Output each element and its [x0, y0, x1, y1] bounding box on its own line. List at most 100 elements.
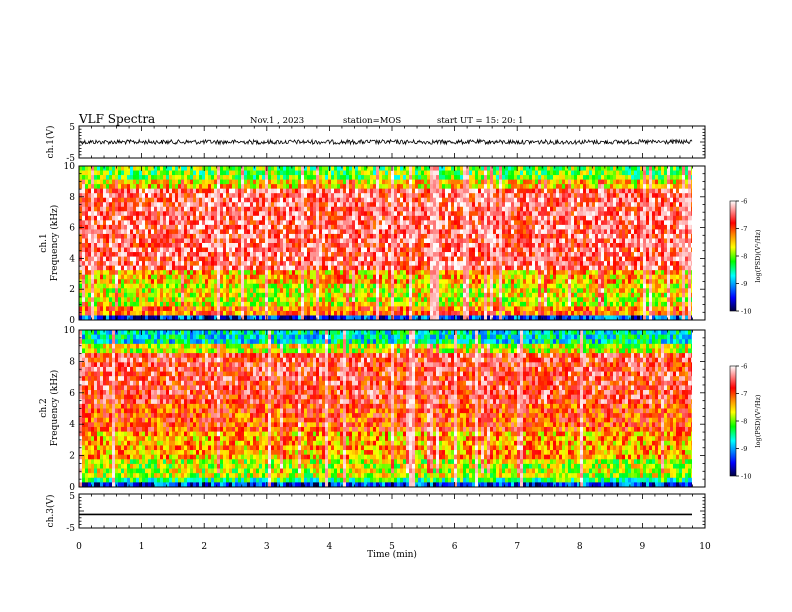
ch1-spec-cell-4337	[460, 252, 463, 257]
ch1-spec-cell-4746	[496, 256, 499, 262]
ch1-spec-cell-1139	[178, 243, 181, 248]
ch1-spec-cell-4756	[496, 301, 499, 307]
ch1-spec-cell-4266	[454, 238, 457, 244]
ch1-spec-cell-2651	[310, 315, 313, 320]
ch1-spec-cell-3882	[421, 193, 424, 199]
ch1-spec-cell-185	[94, 233, 97, 239]
ch1-spec-cell-4045	[433, 315, 436, 320]
ch1-spec-cell-4601	[484, 215, 487, 221]
ch1-spec-cell-266	[100, 292, 103, 298]
ch1-spec-cell-3949	[427, 188, 430, 194]
ch1-spec-cell-4480	[472, 283, 475, 289]
ch1-spec-cell-1368	[199, 202, 202, 208]
ch1-spec-cell-3804	[412, 301, 415, 307]
ch1-spec-cell-2608	[307, 274, 310, 280]
ch1-spec-cell-3231	[364, 170, 367, 176]
ch1-spec-cell-2660	[313, 202, 316, 208]
ch1-spec-cell-1946	[250, 202, 253, 208]
ch1-spec-cell-1188	[181, 310, 184, 316]
ch1-spec-cell-3817	[415, 206, 418, 212]
ch1-spec-cell-4217	[451, 170, 454, 176]
ch1-spec-cell-197	[94, 288, 97, 294]
ch1-spec-cell-2637	[310, 252, 313, 257]
ch1-spec-cell-4404	[466, 247, 469, 253]
ch1-spec-cell-4156	[445, 202, 448, 208]
ch1-spec-cell-133	[88, 306, 91, 312]
ch1-spec-cell-218	[97, 229, 100, 235]
ch1-spec-cell-123	[88, 261, 91, 267]
ch1-spec-cell-1255	[187, 306, 190, 312]
ch1-spec-cell-871	[154, 261, 157, 267]
ch1-spec-cell-2714	[316, 292, 319, 298]
ch1-spec-cell-4665	[490, 197, 493, 203]
ch1-spec-cell-504	[121, 292, 124, 298]
ch1-spec-cell-3109	[352, 233, 355, 239]
ch1-spec-cell-3532	[388, 301, 391, 307]
ch1-spec-cell-128	[88, 283, 91, 289]
ch1-spec-cell-4546	[478, 274, 481, 280]
ch1-spec-cell-2275	[277, 306, 280, 312]
ch1-spec-cell-4710	[493, 247, 496, 253]
ch1-spec-cell-3	[79, 179, 82, 185]
ch1-spec-cell-3941	[424, 306, 427, 312]
ch1-spec-cell-1035	[169, 233, 172, 239]
ch1-spec-cell-802	[148, 256, 151, 262]
ch1-spec-cell-4808	[502, 229, 505, 235]
ch1-spec-cell-3652	[400, 229, 403, 235]
ch1-spec-cell-521	[124, 215, 127, 221]
ch1-spec-cell-3133	[355, 188, 358, 194]
ch1-spec-cell-4000	[430, 265, 433, 271]
ch1-spec-cell-4030	[433, 247, 436, 253]
ch1-spec-cell-2337	[283, 279, 286, 285]
ch1-spec-cell-4845	[505, 243, 508, 248]
ch1-spec-cell-2049	[259, 206, 262, 212]
ch1-spec-cell-796	[148, 229, 151, 235]
ch1-spec-cell-395	[112, 261, 115, 267]
ch1-spec-cell-3826	[415, 247, 418, 253]
ch1-spec-cell-781	[145, 315, 148, 320]
ch1-spec-cell-4274	[454, 274, 457, 280]
ch1-spec-cell-3286	[367, 265, 370, 271]
ch1-spec-cell-107	[88, 188, 91, 194]
ch1-spec-cell-771	[145, 270, 148, 276]
ch1-spec-cell-1753	[232, 252, 235, 257]
ch1-spec-cell-452	[118, 211, 121, 217]
ch1-spec-cell-490	[121, 229, 124, 235]
ch1-spec-cell-586	[130, 202, 133, 208]
ch1-spec-cell-1117	[175, 297, 178, 303]
ch1-spec-cell-3204	[361, 202, 364, 208]
ch1-spec-cell-2887	[331, 306, 334, 312]
ch1-spec-cell-3866	[418, 274, 421, 280]
ch1-spec-cell-3364	[373, 310, 376, 316]
ch1-spec-cell-1322	[193, 301, 196, 307]
ch1-spec-cell-503	[121, 288, 124, 294]
ch1-spec-cell-1230	[187, 193, 190, 199]
ch1-spec-cell-590	[130, 220, 133, 226]
ch1-spec-cell-2712	[316, 283, 319, 289]
ch1-spec-cell-1054	[172, 166, 175, 171]
ch1-spec-cell-2450	[295, 175, 298, 180]
ch1-spec-cell-4342	[460, 274, 463, 280]
ch1-spec-cell-599	[130, 261, 133, 267]
ch1-spec-cell-3322	[370, 274, 373, 280]
ch1-spec-cell-199	[94, 297, 97, 303]
ch1-spec-cell-2846	[328, 274, 331, 280]
ch1-spec-cell-124	[88, 265, 91, 271]
ch1-spec-cell-303	[103, 306, 106, 312]
ch1-spec-cell-3824	[415, 238, 418, 244]
ch1-spec-cell-2501	[298, 252, 301, 257]
ch1-spec-cell-3509	[388, 197, 391, 203]
ch1-spec-cell-3402	[379, 175, 382, 180]
ch1-spec-cell-1159	[181, 179, 184, 185]
ch1-spec-cell-1433	[205, 188, 208, 194]
ch1-spec-cell-1202	[184, 220, 187, 226]
ch1-spec-cell-788	[148, 193, 151, 199]
ch1-spec-cell-300	[103, 292, 106, 298]
ch1-spec-cell-4466	[472, 220, 475, 226]
ch1-spec-cell-3952	[427, 202, 430, 208]
ch1-spec-cell-341	[109, 170, 112, 176]
ch1-spec-cell-3846	[418, 184, 421, 190]
ch1-spec-cell-1661	[223, 297, 226, 303]
ch1-spec-cell-4945	[514, 233, 517, 239]
ch1-spec-cell-4416	[466, 301, 469, 307]
